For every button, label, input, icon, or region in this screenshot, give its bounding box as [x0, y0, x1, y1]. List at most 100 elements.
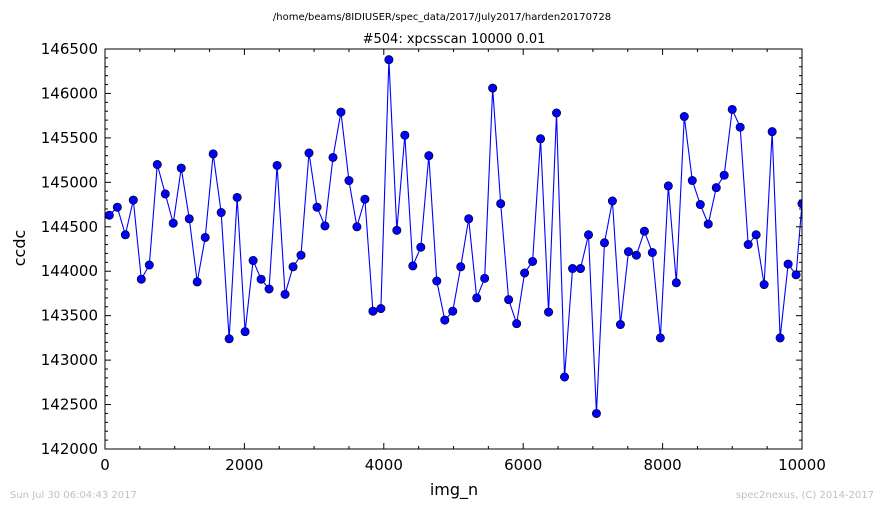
data-point [128, 195, 138, 205]
data-point [272, 160, 282, 170]
data-point [376, 304, 386, 314]
data-point [687, 176, 697, 186]
data-point [224, 334, 234, 344]
y-axis-label: ccdc [10, 230, 29, 267]
y-tick-label: 145000 [41, 173, 98, 191]
data-point [575, 264, 585, 274]
data-point [248, 256, 258, 266]
data-point [472, 293, 482, 303]
data-point [743, 240, 753, 250]
footer-credit: spec2nexus, (C) 2014-2017 [736, 490, 874, 501]
data-point [136, 274, 146, 284]
data-point [432, 276, 442, 286]
data-point [647, 248, 657, 258]
data-point [791, 270, 801, 280]
data-point [368, 306, 378, 316]
y-tick-label: 144000 [41, 262, 98, 280]
data-point [751, 230, 761, 240]
data-point [256, 274, 266, 284]
chart-title: #504: xpcsscan 10000 0.01 [363, 32, 546, 47]
data-point [400, 130, 410, 140]
data-point [192, 277, 202, 287]
x-tick-label: 2000 [225, 456, 263, 474]
footer-timestamp: Sun Jul 30 06:04:43 2017 [10, 490, 137, 501]
data-point [679, 112, 689, 122]
data-point [695, 200, 705, 210]
data-point [703, 219, 713, 229]
data-point [767, 127, 777, 137]
y-tick-label: 146000 [41, 84, 98, 102]
data-point [120, 230, 130, 240]
data-point [328, 152, 338, 162]
data-point [352, 222, 362, 232]
x-tick-label: 4000 [365, 456, 403, 474]
data-point [384, 55, 394, 65]
data-point [144, 260, 154, 270]
data-point [200, 232, 210, 242]
data-point [568, 264, 578, 274]
data-point [560, 372, 570, 382]
data-point [344, 176, 354, 186]
data-point [360, 194, 370, 204]
data-point [735, 122, 745, 132]
data-point [544, 307, 554, 317]
y-tick-label: 142000 [41, 440, 98, 458]
data-point [392, 225, 402, 235]
data-point [623, 247, 633, 257]
data-point [504, 295, 514, 305]
x-tick-label: 0 [100, 456, 110, 474]
data-point [112, 202, 122, 212]
data-point [448, 306, 458, 316]
data-point [208, 149, 218, 159]
data-point [216, 208, 226, 218]
data-point [759, 280, 769, 290]
data-point [232, 192, 242, 202]
data-point [408, 261, 418, 271]
data-point [488, 83, 498, 93]
data-point [464, 214, 474, 224]
data-point [304, 148, 314, 158]
y-tick-label: 143000 [41, 351, 98, 369]
x-tick-label: 10000 [778, 456, 826, 474]
data-point [719, 170, 729, 180]
data-point [775, 333, 785, 343]
data-point [591, 408, 601, 418]
data-point [496, 199, 506, 209]
y-tick-label: 146500 [41, 40, 98, 58]
data-point [536, 134, 546, 144]
data-point [639, 226, 649, 236]
x-tick-label: 8000 [644, 456, 682, 474]
data-point [312, 202, 322, 212]
data-point [336, 107, 346, 117]
data-point [152, 160, 162, 170]
data-point [528, 256, 538, 266]
data-point [456, 262, 466, 272]
data-point [240, 327, 250, 337]
data-point [727, 104, 737, 114]
y-tick-label: 144500 [41, 218, 98, 236]
data-point [280, 289, 290, 299]
data-point [663, 181, 673, 191]
x-axis-label: img_n [430, 480, 478, 500]
data-point [711, 183, 721, 193]
x-tick-label: 6000 [504, 456, 542, 474]
data-point [655, 333, 665, 343]
data-point [264, 284, 274, 294]
data-point [320, 221, 330, 231]
data-point [296, 250, 306, 260]
data-point [584, 230, 594, 240]
data-point [599, 238, 609, 248]
data-point [168, 218, 178, 228]
data-point [783, 259, 793, 269]
data-point [440, 315, 450, 325]
data-point [480, 273, 490, 283]
data-point [416, 242, 426, 252]
y-tick-label: 143500 [41, 307, 98, 325]
data-point [176, 163, 186, 173]
figure-suptitle: /home/beams/8IDIUSER/spec_data/2017/July… [273, 12, 611, 23]
y-tick-label: 145500 [41, 129, 98, 147]
data-point [160, 189, 170, 199]
data-point [552, 108, 562, 118]
